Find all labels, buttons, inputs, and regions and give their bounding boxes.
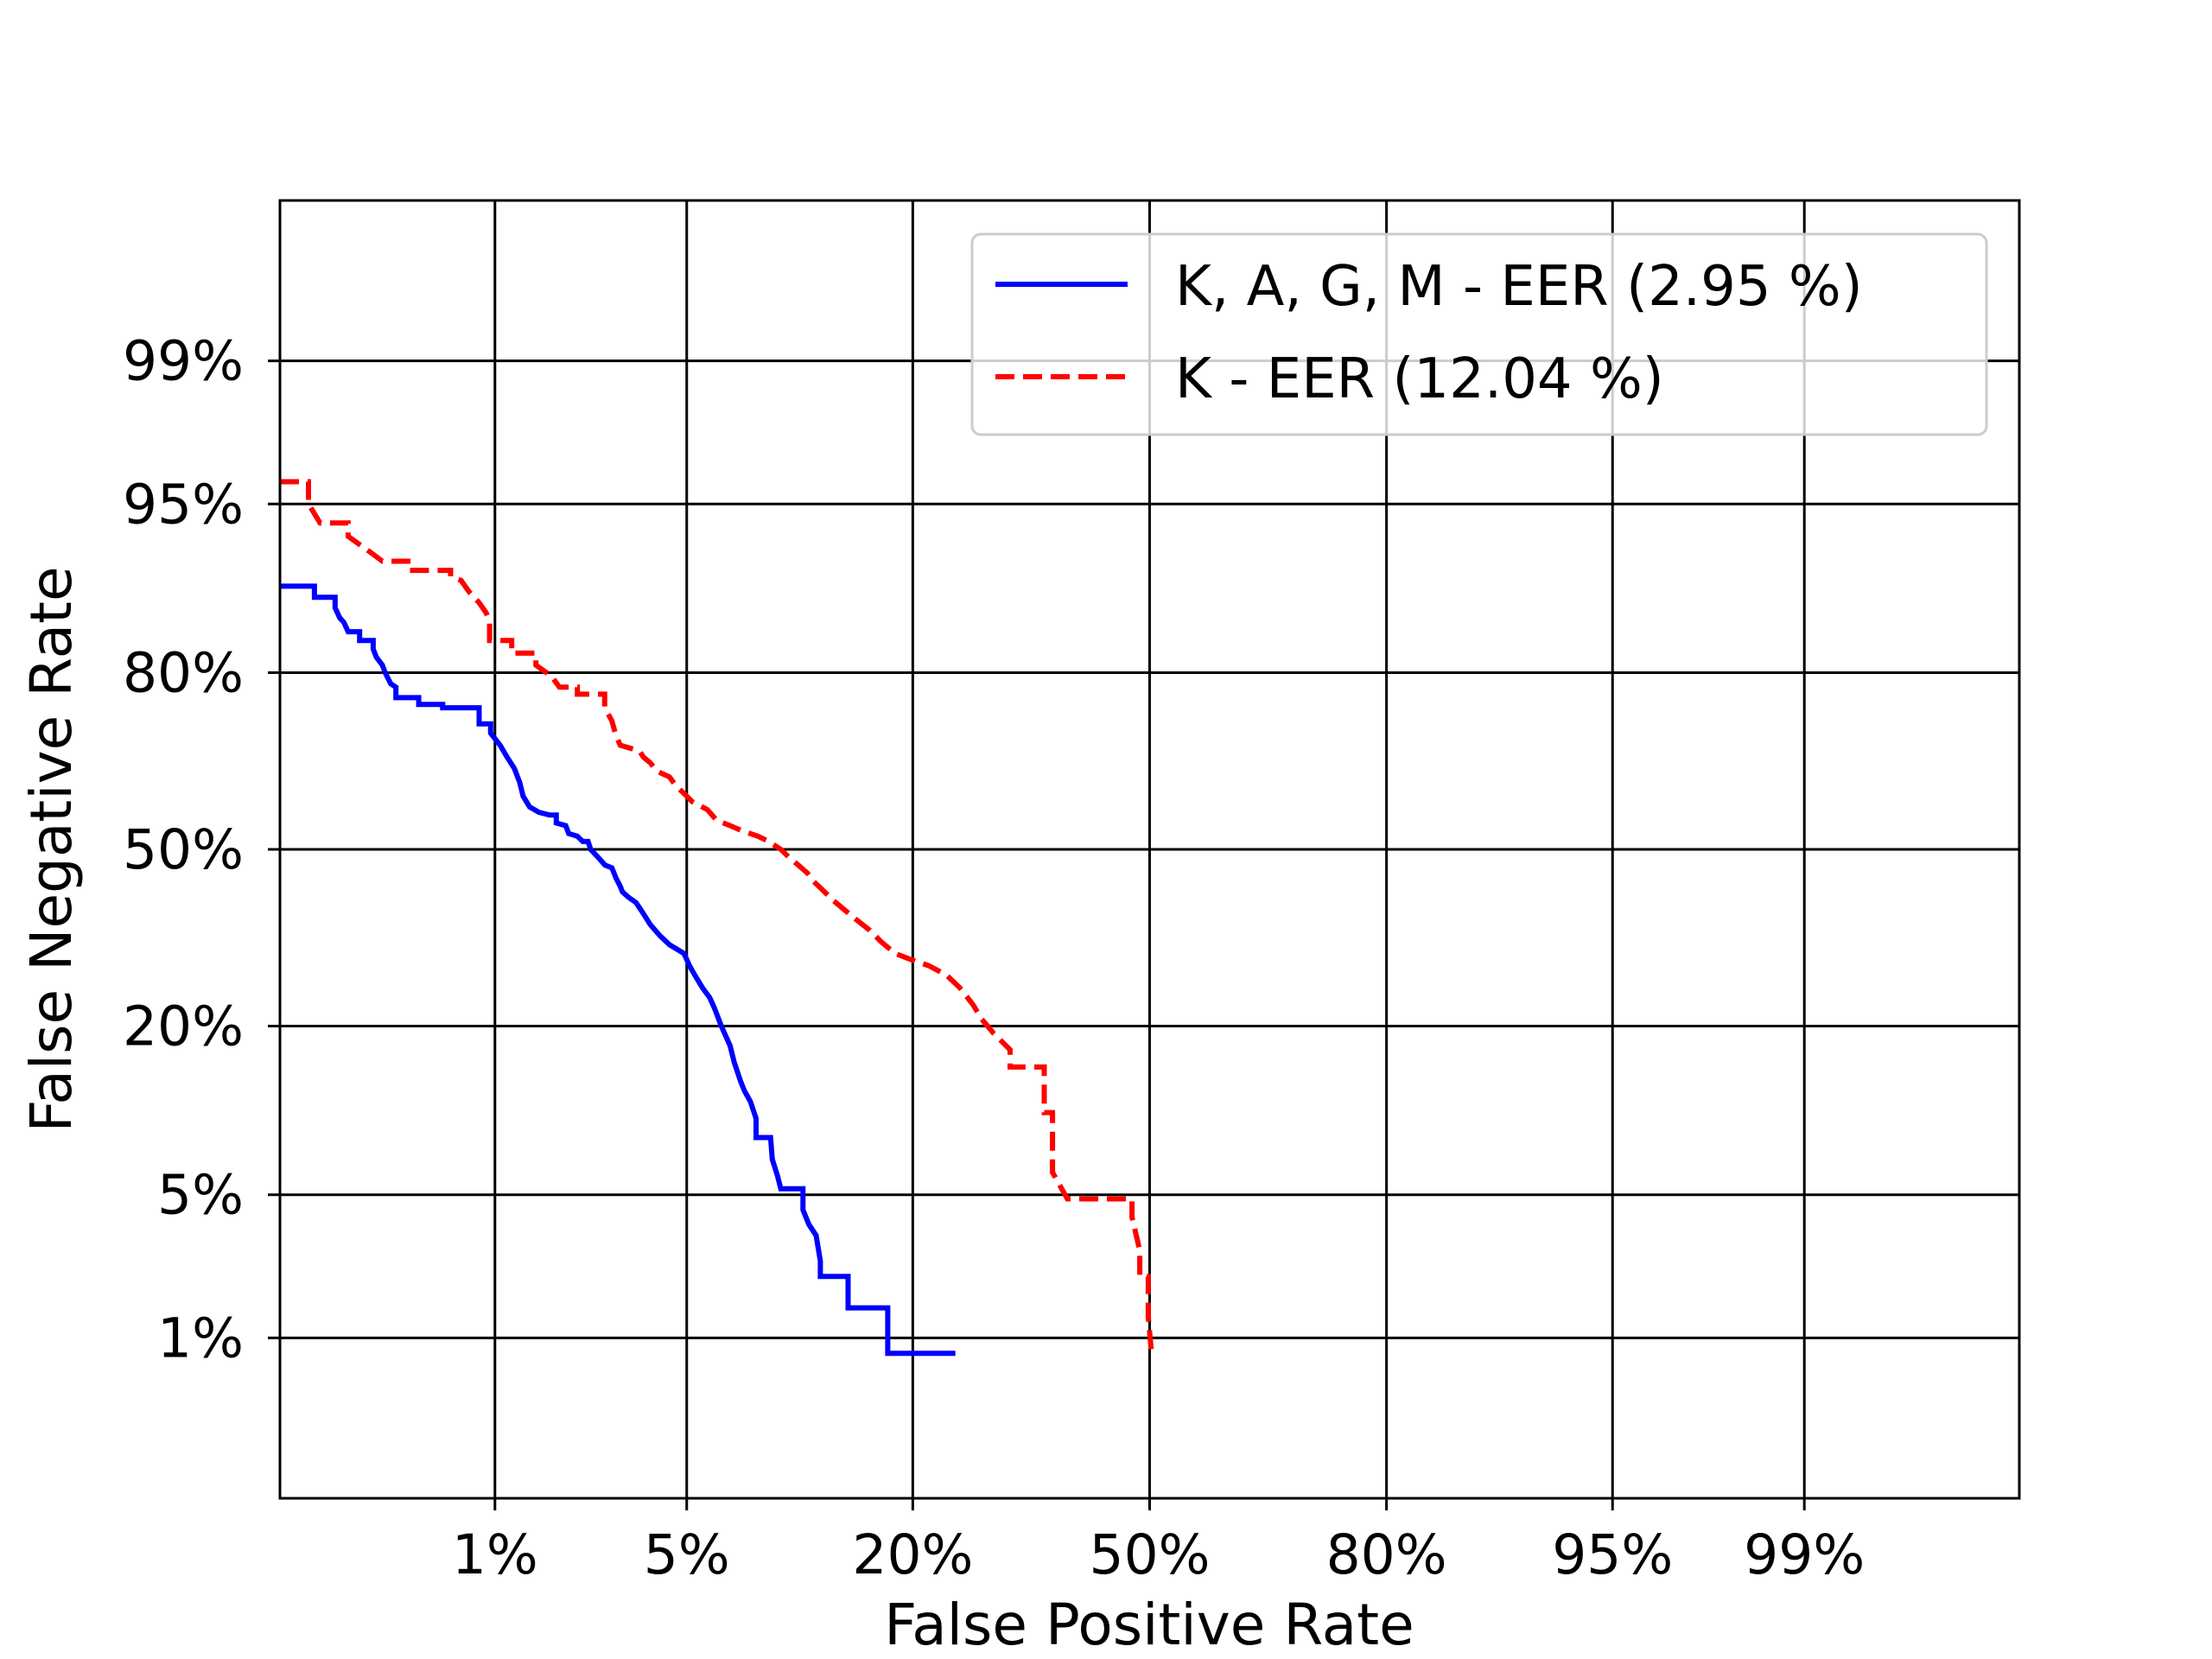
x-tick-label: 20% bbox=[852, 1523, 973, 1586]
x-tick-label: 95% bbox=[1552, 1523, 1673, 1586]
legend-box bbox=[970, 232, 1988, 436]
x-tick-label: 99% bbox=[1744, 1523, 1865, 1586]
x-tick-label: 5% bbox=[644, 1523, 730, 1586]
y-tick-label: 95% bbox=[123, 473, 244, 536]
y-tick-label: 80% bbox=[123, 641, 244, 704]
series-line-2 bbox=[280, 479, 1154, 1356]
y-tick-label: 50% bbox=[123, 818, 244, 881]
legend-label-series-1: K, A, G, M - EER (2.95 %) bbox=[1175, 255, 1863, 319]
x-tick-label: 80% bbox=[1326, 1523, 1447, 1586]
x-tick-label: 1% bbox=[452, 1523, 538, 1586]
y-axis-ticks: 1% 5% 20% 50% 80% 95% 99% bbox=[123, 330, 280, 1370]
y-tick-label: 1% bbox=[157, 1306, 244, 1370]
legend: K, A, G, M - EER (2.95 %) K - EER (12.04… bbox=[970, 232, 1988, 436]
y-tick-label: 5% bbox=[157, 1164, 244, 1227]
y-tick-label: 99% bbox=[123, 330, 244, 393]
y-tick-label: 20% bbox=[123, 995, 244, 1058]
y-axis-label: False Negative Rate bbox=[18, 566, 85, 1132]
x-tick-label: 50% bbox=[1089, 1523, 1210, 1586]
x-axis-ticks: 1% 5% 20% 50% 80% 95% 99% bbox=[452, 1498, 1865, 1586]
legend-label-series-2: K - EER (12.04 %) bbox=[1175, 347, 1664, 411]
series-line-1 bbox=[280, 583, 956, 1357]
x-axis-label: False Positive Rate bbox=[884, 1592, 1414, 1658]
data-series bbox=[280, 479, 1154, 1357]
